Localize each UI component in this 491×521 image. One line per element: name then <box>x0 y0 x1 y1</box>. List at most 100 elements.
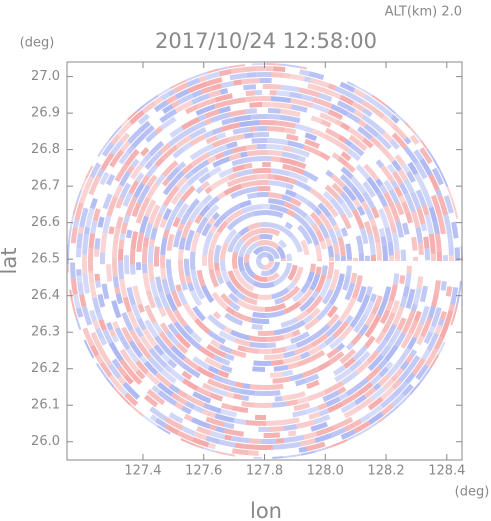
y-tick-label: 26.9 <box>31 106 60 121</box>
echo-cell <box>285 183 294 190</box>
echo-cell <box>272 376 291 384</box>
echo-cell <box>381 323 391 334</box>
echo-cell <box>256 66 274 72</box>
echo-cell <box>235 291 246 301</box>
echo-cell <box>256 257 264 270</box>
echo-cell <box>165 293 178 312</box>
echo-cell <box>389 222 397 233</box>
echo-cell <box>88 271 95 284</box>
echo-pattern <box>67 63 463 459</box>
echo-cell <box>283 145 292 152</box>
echo-cell <box>270 168 291 177</box>
echo-cell <box>67 227 72 244</box>
echo-cell <box>311 323 331 340</box>
echo-cell <box>207 378 225 390</box>
echo-cell <box>241 78 260 85</box>
echo-cell <box>253 456 262 459</box>
echo-cell <box>70 262 76 279</box>
echo-cell <box>185 275 193 284</box>
echo-cell <box>187 282 195 292</box>
echo-cell <box>290 331 310 344</box>
echo-cell <box>437 318 445 327</box>
echo-cell <box>280 108 301 118</box>
echo-cell <box>345 243 352 260</box>
echo-cell <box>196 216 209 234</box>
echo-cell <box>214 413 235 423</box>
echo-cell <box>447 233 454 245</box>
echo-cell <box>423 331 434 345</box>
echo-cell <box>129 328 142 345</box>
echo-cell <box>175 332 192 349</box>
echo-cell <box>424 248 430 261</box>
echo-cell <box>281 369 294 377</box>
echo-cell <box>181 370 193 381</box>
echo-cell <box>291 104 308 113</box>
echo-cell <box>334 86 352 98</box>
echo-cell <box>363 220 373 235</box>
echo-cell <box>167 89 176 97</box>
echo-cell <box>339 348 357 365</box>
echo-cell <box>402 286 410 298</box>
echo-cell <box>161 278 171 296</box>
echo-cell <box>209 230 221 251</box>
echo-cell <box>370 98 379 107</box>
echo-cell <box>107 363 122 380</box>
echo-cell <box>172 146 186 159</box>
echo-cell <box>403 178 415 194</box>
echo-cell <box>142 237 150 247</box>
echo-cell <box>290 147 311 158</box>
echo-cell <box>343 408 357 419</box>
echo-cell <box>202 408 216 419</box>
echo-cell <box>290 98 304 106</box>
echo-cell <box>364 255 371 261</box>
echo-cell <box>223 326 233 335</box>
echo-cell <box>141 246 148 264</box>
echo-cell <box>238 285 259 300</box>
echo-cell <box>259 233 273 240</box>
echo-cell <box>336 196 345 205</box>
echo-cell <box>98 319 107 331</box>
echo-cell <box>192 391 212 404</box>
echo-cell <box>198 204 211 218</box>
echo-cell <box>96 312 104 321</box>
echo-cell <box>340 166 354 180</box>
echo-cell <box>240 180 256 189</box>
echo-cell <box>370 206 380 219</box>
echo-cell <box>443 214 452 234</box>
echo-cell <box>445 310 454 324</box>
echo-cell <box>136 317 147 331</box>
echo-cell <box>240 228 260 243</box>
echo-cell <box>388 284 398 302</box>
echo-cell <box>312 97 333 109</box>
echo-cell <box>138 157 148 168</box>
echo-cell <box>239 388 256 396</box>
echo-cell <box>325 319 343 337</box>
echo-cell <box>136 232 145 252</box>
echo-cell <box>353 420 371 434</box>
echo-cell <box>354 397 374 413</box>
echo-cell <box>364 208 374 221</box>
echo-cell <box>349 319 358 328</box>
echo-cell <box>353 109 364 119</box>
echo-cell <box>360 200 370 211</box>
echo-cell <box>395 202 405 216</box>
echo-cell <box>454 247 460 261</box>
echo-cell <box>145 130 158 143</box>
echo-cell <box>319 278 332 299</box>
echo-cell <box>348 134 361 146</box>
echo-cell <box>252 274 268 282</box>
echo-cell <box>231 435 250 444</box>
echo-cell <box>333 269 340 279</box>
echo-cell <box>298 155 307 163</box>
echo-cell <box>322 191 334 202</box>
echo-cell <box>301 94 314 102</box>
echo-cell <box>230 188 250 199</box>
echo-cell <box>117 365 128 378</box>
echo-cell <box>119 358 135 377</box>
echo-cell <box>200 86 213 95</box>
echo-cell <box>254 180 269 186</box>
echo-cell <box>427 305 436 320</box>
echo-cell <box>137 303 145 313</box>
echo-cell <box>203 130 214 139</box>
echo-cell <box>114 164 129 182</box>
